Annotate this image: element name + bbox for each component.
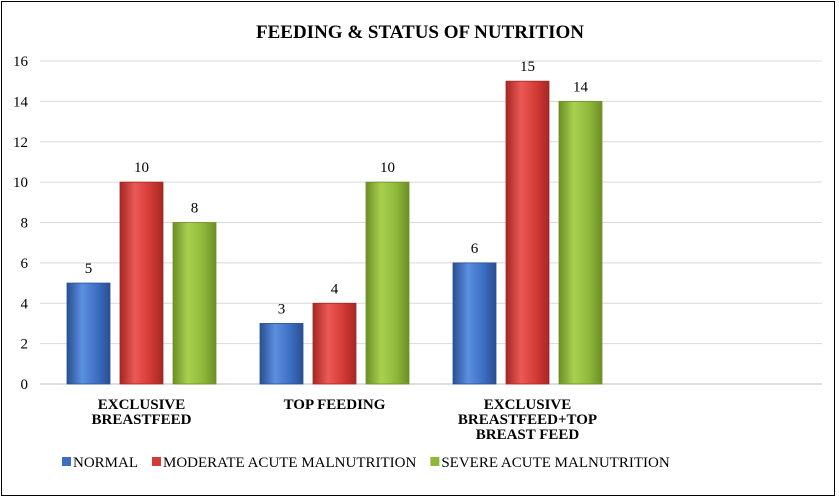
- legend-label: NORMAL: [73, 455, 138, 471]
- data-label: 6: [471, 241, 479, 257]
- x-category-label: BREASTFEED+TOP: [458, 412, 597, 428]
- data-label: 4: [331, 281, 339, 297]
- y-tick-label: 8: [21, 216, 29, 232]
- data-label: 8: [191, 201, 199, 217]
- legend-label: MODERATE ACUTE MALNUTRITION: [163, 455, 416, 471]
- x-category-label: TOP FEEDING: [284, 397, 386, 413]
- y-tick-label: 12: [13, 135, 28, 151]
- data-label: 15: [520, 59, 535, 75]
- bars: [66, 80, 603, 385]
- bar: [558, 100, 603, 385]
- legend-swatch: [152, 457, 162, 466]
- bar: [452, 262, 497, 385]
- data-labels: 5 10 8 3 4 10 6 15 14: [85, 59, 589, 317]
- x-category-label: BREASTFEED: [91, 412, 191, 428]
- legend-label: SEVERE ACUTE MALNUTRITION: [441, 455, 669, 471]
- bar: [365, 181, 410, 385]
- data-label: 10: [380, 160, 395, 176]
- x-category-label: EXCLUSIVE: [98, 397, 186, 413]
- bar: [505, 80, 550, 385]
- legend-swatch: [62, 457, 71, 466]
- data-label: 10: [134, 160, 149, 176]
- data-label: 3: [278, 301, 286, 317]
- x-category-label: BREAST FEED: [476, 427, 580, 443]
- data-label: 14: [573, 79, 589, 95]
- gridlines: [40, 60, 822, 385]
- bar: [66, 282, 111, 385]
- x-category-label: EXCLUSIVE: [484, 397, 572, 413]
- bar: [259, 323, 304, 385]
- legend-swatch: [430, 457, 440, 466]
- y-tick-label: 4: [21, 296, 29, 312]
- y-tick-label: 16: [13, 54, 29, 70]
- chart-title: FEEDING & STATUS OF NUTRITION: [256, 22, 584, 43]
- data-label: 5: [85, 261, 93, 277]
- y-tick-label: 6: [21, 256, 29, 272]
- bar: [312, 302, 357, 385]
- bar: [172, 222, 217, 385]
- y-tick-label: 10: [13, 175, 28, 191]
- legend: NORMAL MODERATE ACUTE MALNUTRITION SEVERE …: [62, 455, 670, 471]
- y-tick-label: 14: [13, 94, 29, 110]
- y-tick-label: 2: [21, 337, 29, 353]
- y-tick-label: 0: [21, 377, 29, 393]
- y-axis-ticks: 0 2 4 6 8 10 12 14 16: [13, 54, 29, 393]
- bar: [119, 181, 164, 385]
